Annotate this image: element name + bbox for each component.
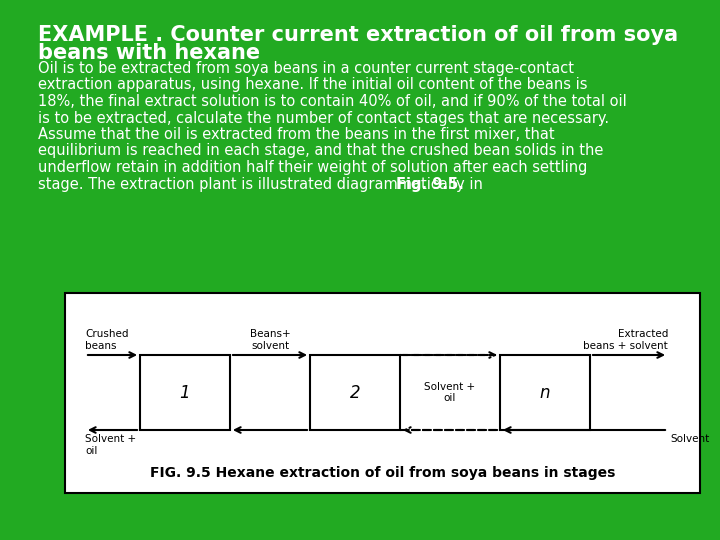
Text: n: n <box>540 383 550 402</box>
Text: Assume that the oil is extracted from the beans in the first mixer, that: Assume that the oil is extracted from th… <box>38 127 554 142</box>
Text: extraction apparatus, using hexane. If the initial oil content of the beans is: extraction apparatus, using hexane. If t… <box>38 78 588 92</box>
Text: Crushed
beans: Crushed beans <box>85 329 128 351</box>
Text: Solvent: Solvent <box>670 434 709 444</box>
Text: equilibrium is reached in each stage, and that the crushed bean solids in the: equilibrium is reached in each stage, an… <box>38 144 603 159</box>
Bar <box>310 355 400 430</box>
Text: 1: 1 <box>180 383 190 402</box>
Text: Extracted
beans + solvent: Extracted beans + solvent <box>583 329 668 351</box>
Text: FIG. 9.5 Hexane extraction of oil from soya beans in stages: FIG. 9.5 Hexane extraction of oil from s… <box>150 466 615 480</box>
Text: 2: 2 <box>350 383 360 402</box>
Text: stage. The extraction plant is illustrated diagrammatically in: stage. The extraction plant is illustrat… <box>38 177 487 192</box>
Text: Oil is to be extracted from soya beans in a counter current stage-contact: Oil is to be extracted from soya beans i… <box>38 61 574 76</box>
Bar <box>65 293 700 493</box>
Text: Solvent +
oil: Solvent + oil <box>85 434 136 456</box>
Text: Fig. 9.5.: Fig. 9.5. <box>396 177 464 192</box>
Text: underflow retain in addition half their weight of solution after each settling: underflow retain in addition half their … <box>38 160 588 175</box>
Bar <box>500 355 590 430</box>
Text: is to be extracted, calculate the number of contact stages that are necessary.: is to be extracted, calculate the number… <box>38 111 609 125</box>
Text: Solvent +
oil: Solvent + oil <box>424 382 476 403</box>
Bar <box>140 355 230 430</box>
Text: beans with hexane: beans with hexane <box>38 43 260 63</box>
Text: Beans+
solvent: Beans+ solvent <box>250 329 290 351</box>
Text: 18%, the final extract solution is to contain 40% of oil, and if 90% of the tota: 18%, the final extract solution is to co… <box>38 94 626 109</box>
Text: EXAMPLE . Counter current extraction of oil from soya: EXAMPLE . Counter current extraction of … <box>38 25 678 45</box>
